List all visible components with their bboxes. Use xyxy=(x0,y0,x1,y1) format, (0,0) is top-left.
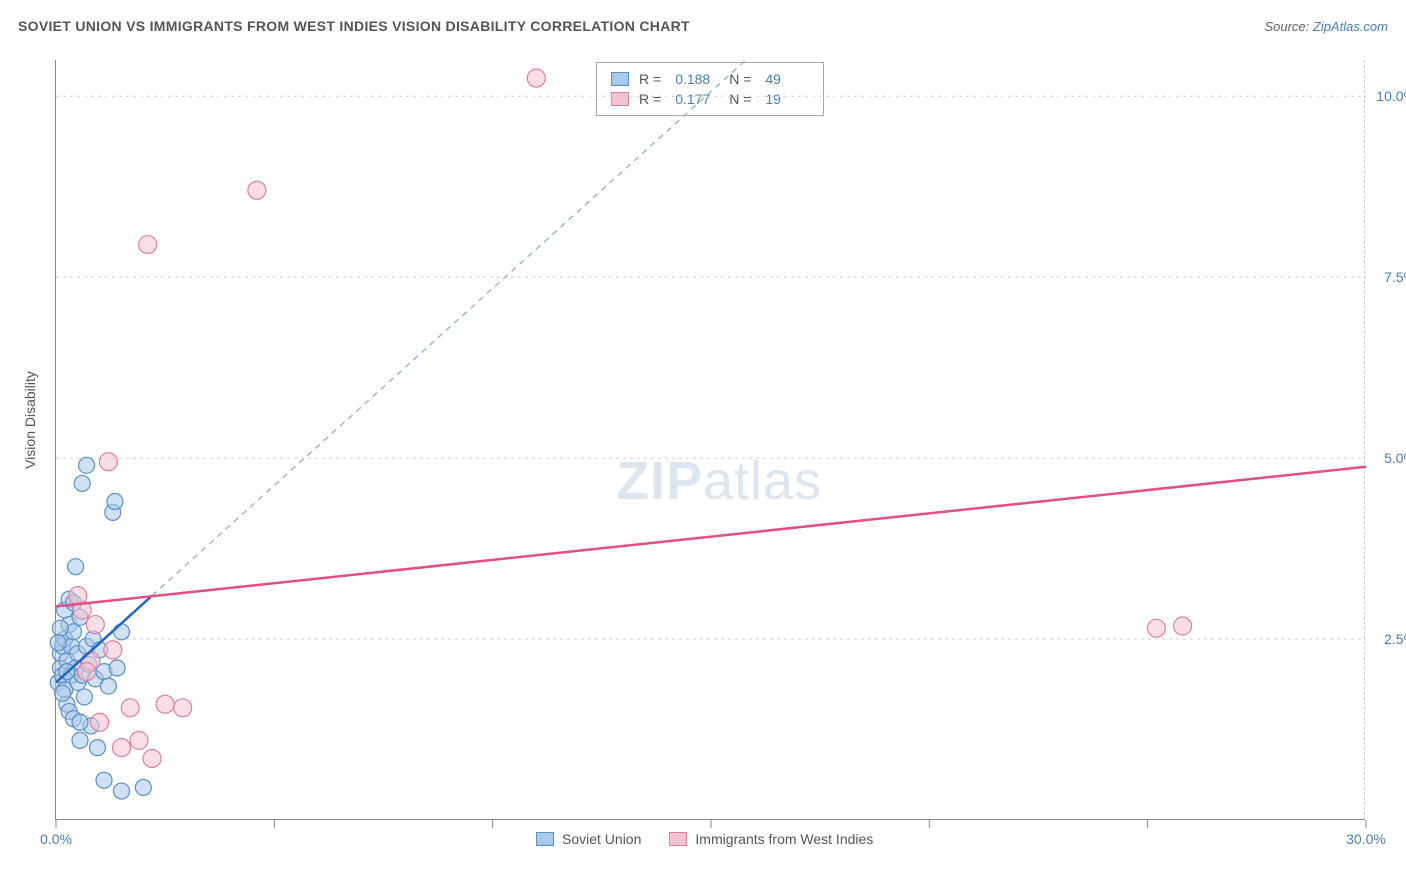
chart-svg xyxy=(56,60,1364,819)
y-tick-label: 5.0% xyxy=(1384,450,1406,466)
y-axis-label: Vision Disability xyxy=(22,371,38,469)
source-link[interactable]: ZipAtlas.com xyxy=(1313,19,1388,34)
source-attribution: Source: ZipAtlas.com xyxy=(1264,19,1388,34)
legend-label-a: Soviet Union xyxy=(562,831,641,847)
legend-swatch-b xyxy=(669,832,687,846)
legend-swatch-a xyxy=(536,832,554,846)
chart-header: SOVIET UNION VS IMMIGRANTS FROM WEST IND… xyxy=(18,18,1388,34)
source-prefix: Source: xyxy=(1264,19,1312,34)
y-tick-label: 7.5% xyxy=(1384,269,1406,285)
chart-title: SOVIET UNION VS IMMIGRANTS FROM WEST IND… xyxy=(18,18,690,34)
x-tick-label: 30.0% xyxy=(1346,831,1386,847)
x-tick-label: 0.0% xyxy=(40,831,72,847)
legend-item-series-a: Soviet Union xyxy=(536,831,641,847)
bottom-legend: Soviet Union Immigrants from West Indies xyxy=(536,831,873,847)
y-tick-label: 2.5% xyxy=(1384,631,1406,647)
plot-area: ZIPatlas R = 0.188 N = 49 R = 0.177 N = … xyxy=(55,60,1365,820)
legend-item-series-b: Immigrants from West Indies xyxy=(669,831,873,847)
y-tick-label: 10.0% xyxy=(1376,88,1406,104)
legend-label-b: Immigrants from West Indies xyxy=(695,831,873,847)
